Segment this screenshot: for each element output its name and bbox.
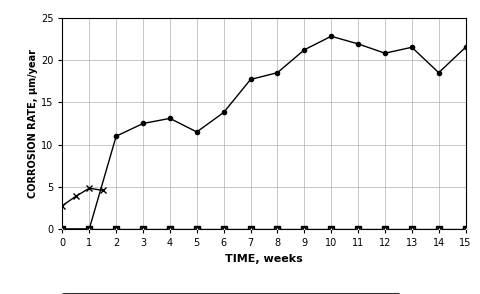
X-axis label: TIME, weeks: TIME, weeks — [225, 254, 303, 264]
Legend: Conv., ECR, ECR(primer/Ca(NO2)2), MC(both layers penetrated), MC(only epoxy pene: Conv., ECR, ECR(primer/Ca(NO2)2), MC(bot… — [62, 293, 399, 294]
Y-axis label: CORROSION RATE, µm/year: CORROSION RATE, µm/year — [28, 49, 38, 198]
